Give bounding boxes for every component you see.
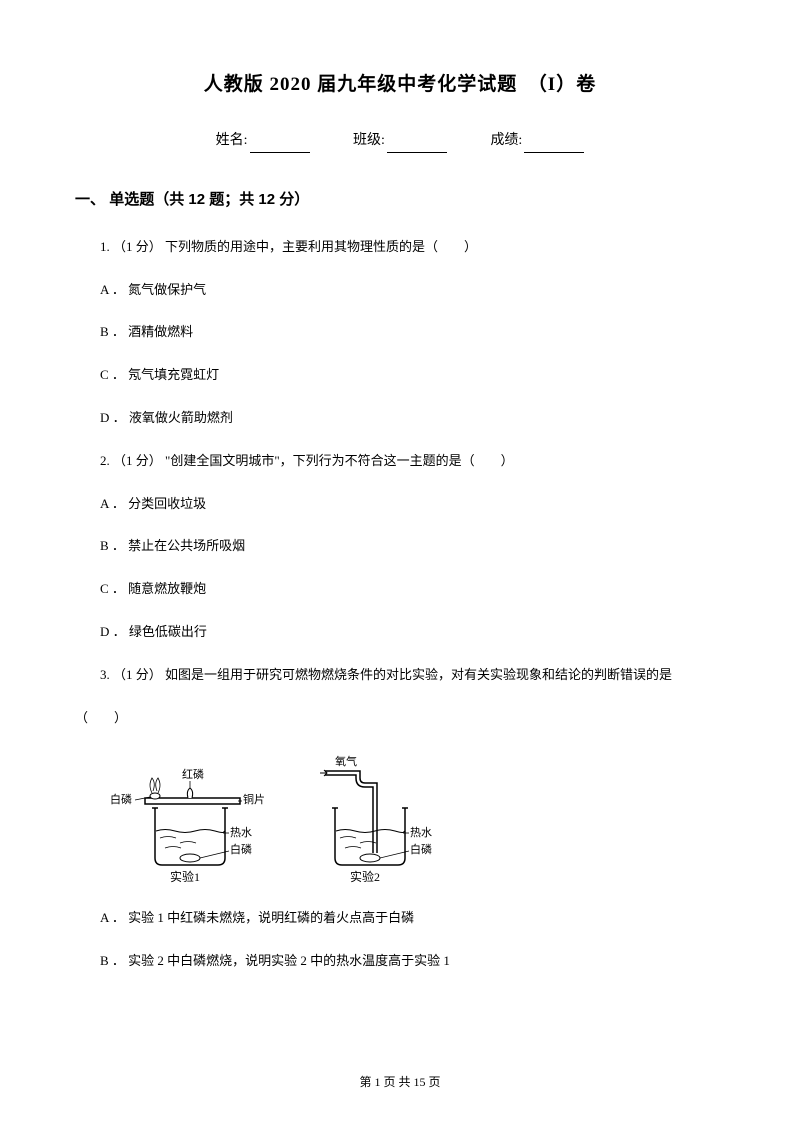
- section-number: 一、: [75, 191, 105, 208]
- q2-option-a: A ． 分类回收垃圾: [100, 494, 725, 515]
- q3-text2: （ ）: [75, 710, 127, 725]
- score-label: 成绩:: [490, 133, 522, 148]
- q3-b-text: 实验 2 中白磷燃烧，说明实验 2 中的热水温度高于实验 1: [128, 953, 450, 968]
- q2-option-b: B ． 禁止在公共场所吸烟: [100, 536, 725, 557]
- svg-text:白磷: 白磷: [410, 842, 432, 856]
- class-blank[interactable]: [387, 137, 447, 153]
- q2-b-text: 禁止在公共场所吸烟: [128, 538, 245, 553]
- class-field: 班级:: [353, 130, 447, 152]
- q3-text1: 如图是一组用于研究可燃物燃烧条件的对比实验，对有关实验现象和结论的判断错误的是: [165, 667, 672, 682]
- svg-text:热水: 热水: [410, 826, 432, 839]
- q1-a-label: A ．: [100, 282, 125, 297]
- q1-option-c: C ． 氖气填充霓虹灯: [100, 365, 725, 386]
- q1-c-label: C ．: [100, 367, 125, 382]
- q2-option-c: C ． 随意燃放鞭炮: [100, 579, 725, 600]
- q1-number: 1.: [100, 239, 110, 254]
- q3-option-b: B ． 实验 2 中白磷燃烧，说明实验 2 中的热水温度高于实验 1: [100, 951, 725, 972]
- q2-d-label: D ．: [100, 624, 126, 639]
- q2-c-label: C ．: [100, 581, 125, 596]
- q3-a-label: A ．: [100, 910, 125, 925]
- class-label: 班级:: [353, 133, 385, 148]
- svg-text:白磷: 白磷: [110, 792, 132, 806]
- score-blank[interactable]: [524, 137, 584, 153]
- q1-a-text: 氮气做保护气: [128, 282, 206, 297]
- q1-b-text: 酒精做燃料: [128, 324, 193, 339]
- svg-text:热水: 热水: [230, 826, 252, 839]
- q2-points: （1 分）: [113, 453, 162, 468]
- section-title: 单选题（共 12 题；共 12 分）: [109, 191, 309, 208]
- page-footer: 第 1 页 共 15 页: [0, 1073, 800, 1092]
- question-3: 3. （1 分） 如图是一组用于研究可燃物燃烧条件的对比实验，对有关实验现象和结…: [100, 665, 725, 686]
- q2-d-text: 绿色低碳出行: [129, 624, 207, 639]
- q1-d-text: 液氧做火箭助燃剂: [129, 410, 233, 425]
- q1-text: 下列物质的用途中，主要利用其物理性质的是（ ）: [165, 239, 477, 254]
- q3-option-a: A ． 实验 1 中红磷未燃烧，说明红磷的着火点高于白磷: [100, 908, 725, 929]
- q3-points: （1 分）: [113, 667, 162, 682]
- q3-a-text: 实验 1 中红磷未燃烧，说明红磷的着火点高于白磷: [128, 910, 414, 925]
- q2-a-label: A ．: [100, 496, 125, 511]
- q2-b-label: B ．: [100, 538, 125, 553]
- q1-b-label: B ．: [100, 324, 125, 339]
- q2-number: 2.: [100, 453, 110, 468]
- student-info-line: 姓名: 班级: 成绩:: [75, 130, 725, 152]
- q2-option-d: D ． 绿色低碳出行: [100, 622, 725, 643]
- svg-text:铜片: 铜片: [243, 792, 265, 806]
- experiment-1-svg: 红磷 白磷 铜片 热水 白磷 实验1: [110, 753, 265, 883]
- question-3-cont: （ ）: [75, 708, 725, 729]
- exam-title: 人教版 2020 届九年级中考化学试题 （I）卷: [75, 70, 725, 100]
- section-header: 一、 单选题（共 12 题；共 12 分）: [75, 188, 725, 212]
- footer-prefix: 第: [359, 1075, 374, 1089]
- name-field: 姓名:: [216, 130, 310, 152]
- svg-text:实验2: 实验2: [350, 869, 380, 883]
- footer-total: 15: [414, 1075, 426, 1089]
- footer-suffix: 页: [426, 1075, 441, 1089]
- footer-mid: 页 共: [380, 1075, 413, 1089]
- score-field: 成绩:: [490, 130, 584, 152]
- question-1: 1. （1 分） 下列物质的用途中，主要利用其物理性质的是（ ）: [100, 237, 725, 258]
- svg-text:红磷: 红磷: [182, 768, 204, 781]
- name-label: 姓名:: [216, 133, 248, 148]
- experiment-2-svg: 氧气 热水 白磷 实验2: [305, 753, 460, 883]
- q2-c-text: 随意燃放鞭炮: [128, 581, 206, 596]
- name-blank[interactable]: [250, 137, 310, 153]
- question-2: 2. （1 分） "创建全国文明城市"，下列行为不符合这一主题的是（ ）: [100, 451, 725, 472]
- svg-text:氧气: 氧气: [335, 754, 357, 768]
- svg-text:实验1: 实验1: [170, 869, 200, 883]
- q1-option-b: B ． 酒精做燃料: [100, 322, 725, 343]
- experiment-diagram: 红磷 白磷 铜片 热水 白磷 实验1 氧气 热水 白磷 实验2: [110, 753, 725, 883]
- q3-b-label: B ．: [100, 953, 125, 968]
- svg-text:白磷: 白磷: [230, 842, 252, 856]
- q2-a-text: 分类回收垃圾: [128, 496, 206, 511]
- q1-c-text: 氖气填充霓虹灯: [128, 367, 219, 382]
- q2-text: "创建全国文明城市"，下列行为不符合这一主题的是（ ）: [165, 453, 514, 468]
- q3-number: 3.: [100, 667, 110, 682]
- q1-option-a: A ． 氮气做保护气: [100, 280, 725, 301]
- q1-option-d: D ． 液氧做火箭助燃剂: [100, 408, 725, 429]
- q1-points: （1 分）: [113, 239, 162, 254]
- q1-d-label: D ．: [100, 410, 126, 425]
